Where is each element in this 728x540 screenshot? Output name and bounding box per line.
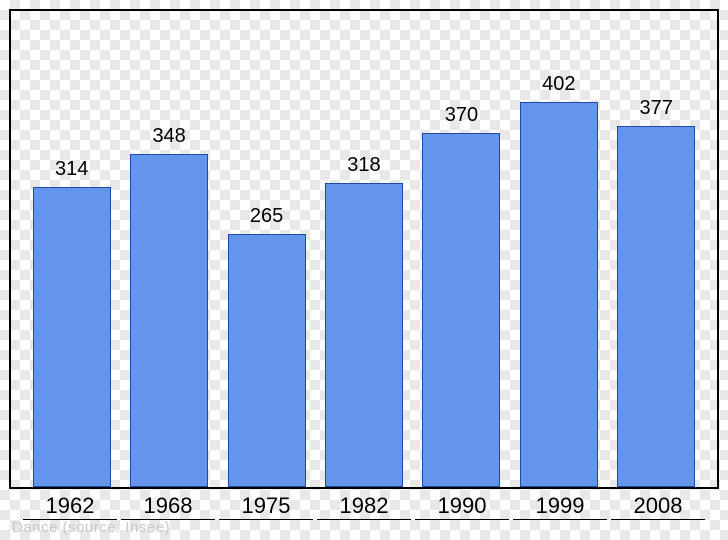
bar-slot: 348 (120, 11, 217, 487)
bar-value-label: 402 (542, 73, 575, 96)
x-tick-underline (317, 519, 411, 520)
x-tick-label: 1968 (119, 493, 217, 519)
x-tick-underline (513, 519, 607, 520)
bar-rect (130, 154, 208, 487)
bar-value-label: 318 (347, 154, 380, 177)
x-tick-cell: 1962 (21, 489, 119, 520)
x-tick-label: 1999 (511, 493, 609, 519)
x-tick-label: 1975 (217, 493, 315, 519)
bar-slot: 318 (315, 11, 412, 487)
x-tick-label: 2008 (609, 493, 707, 519)
bar-value-label: 348 (152, 125, 185, 148)
bar-slot: 402 (510, 11, 607, 487)
bar-rect (33, 187, 111, 487)
x-tick-label: 1982 (315, 493, 413, 519)
bar-slot: 377 (608, 11, 705, 487)
bar-value-label: 377 (640, 97, 673, 120)
x-tick-cell: 1982 (315, 489, 413, 520)
bar-rect (617, 126, 695, 487)
plot-area: 314 348 265 318 370 402 377 (9, 9, 719, 489)
bar-rect (422, 133, 500, 487)
x-tick-cell: 1999 (511, 489, 609, 520)
x-axis: 1962196819751982199019992008 (9, 489, 719, 520)
x-tick-underline (219, 519, 313, 520)
x-tick-cell: 1975 (217, 489, 315, 520)
bar-rect (520, 102, 598, 487)
x-tick-label: 1962 (21, 493, 119, 519)
bar-value-label: 314 (55, 158, 88, 181)
bar-slot: 265 (218, 11, 315, 487)
bar-value-label: 265 (250, 205, 283, 228)
x-tick-underline (611, 519, 705, 520)
bar-slot: 314 (23, 11, 120, 487)
bar-value-label: 370 (445, 104, 478, 127)
x-tick-cell: 1968 (119, 489, 217, 520)
bars-container: 314 348 265 318 370 402 377 (11, 11, 717, 487)
x-tick-underline (415, 519, 509, 520)
bar-rect (228, 234, 306, 487)
x-tick-label: 1990 (413, 493, 511, 519)
x-tick-cell: 1990 (413, 489, 511, 520)
source-note: Dance (source: Insee) (12, 519, 170, 536)
bar-chart: 314348265318370402377 196219681975198219… (9, 9, 719, 520)
x-tick-cell: 2008 (609, 489, 707, 520)
bar-slot: 370 (413, 11, 510, 487)
bar-rect (325, 183, 403, 487)
